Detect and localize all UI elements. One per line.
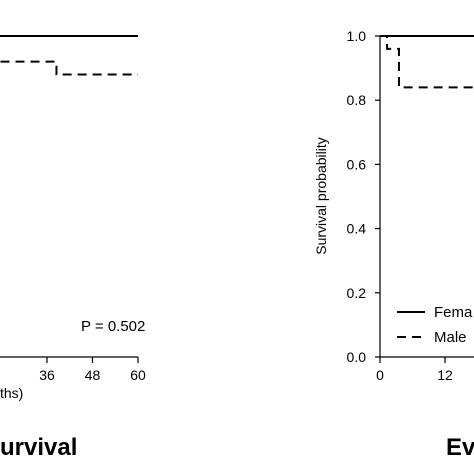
right-y-tick-label: 0.6	[347, 156, 367, 172]
right-panel-title: Ev	[446, 434, 474, 461]
legend-label-female: Fema	[434, 304, 473, 321]
right-survival-panel: 0.0 0.2 0.4 0.6 0.8 1.0 0 12 Survival probabil…	[313, 28, 474, 461]
right-y-axis-label: Survival probability	[313, 137, 329, 255]
right-y-tick-label: 0.8	[347, 92, 367, 108]
right-y-tick-label: 0.2	[347, 285, 367, 301]
right-y-tick-label: 1.0	[347, 28, 367, 44]
left-panel-title: urvival	[0, 434, 77, 461]
right-x-tick-label: 12	[437, 367, 453, 383]
right-x-tick-label: 0	[376, 367, 384, 383]
left-survival-panel: 36 48 60 P = 0.502 ths) urvival	[0, 35, 146, 461]
left-p-value: P = 0.502	[81, 318, 145, 335]
left-x-tick-label: 60	[130, 367, 146, 383]
left-series-dashed	[0, 60, 138, 76]
right-y-tick-label: 0.4	[347, 221, 367, 237]
left-x-tick-label: 48	[85, 367, 101, 383]
right-y-tick-label: 0.0	[347, 349, 367, 365]
legend-label-male: Male	[434, 329, 467, 346]
right-series-dashed	[380, 35, 474, 89]
left-x-tick-label: 36	[39, 367, 55, 383]
legend: Fema Male	[397, 304, 473, 346]
left-x-axis-label: ths)	[0, 385, 23, 401]
